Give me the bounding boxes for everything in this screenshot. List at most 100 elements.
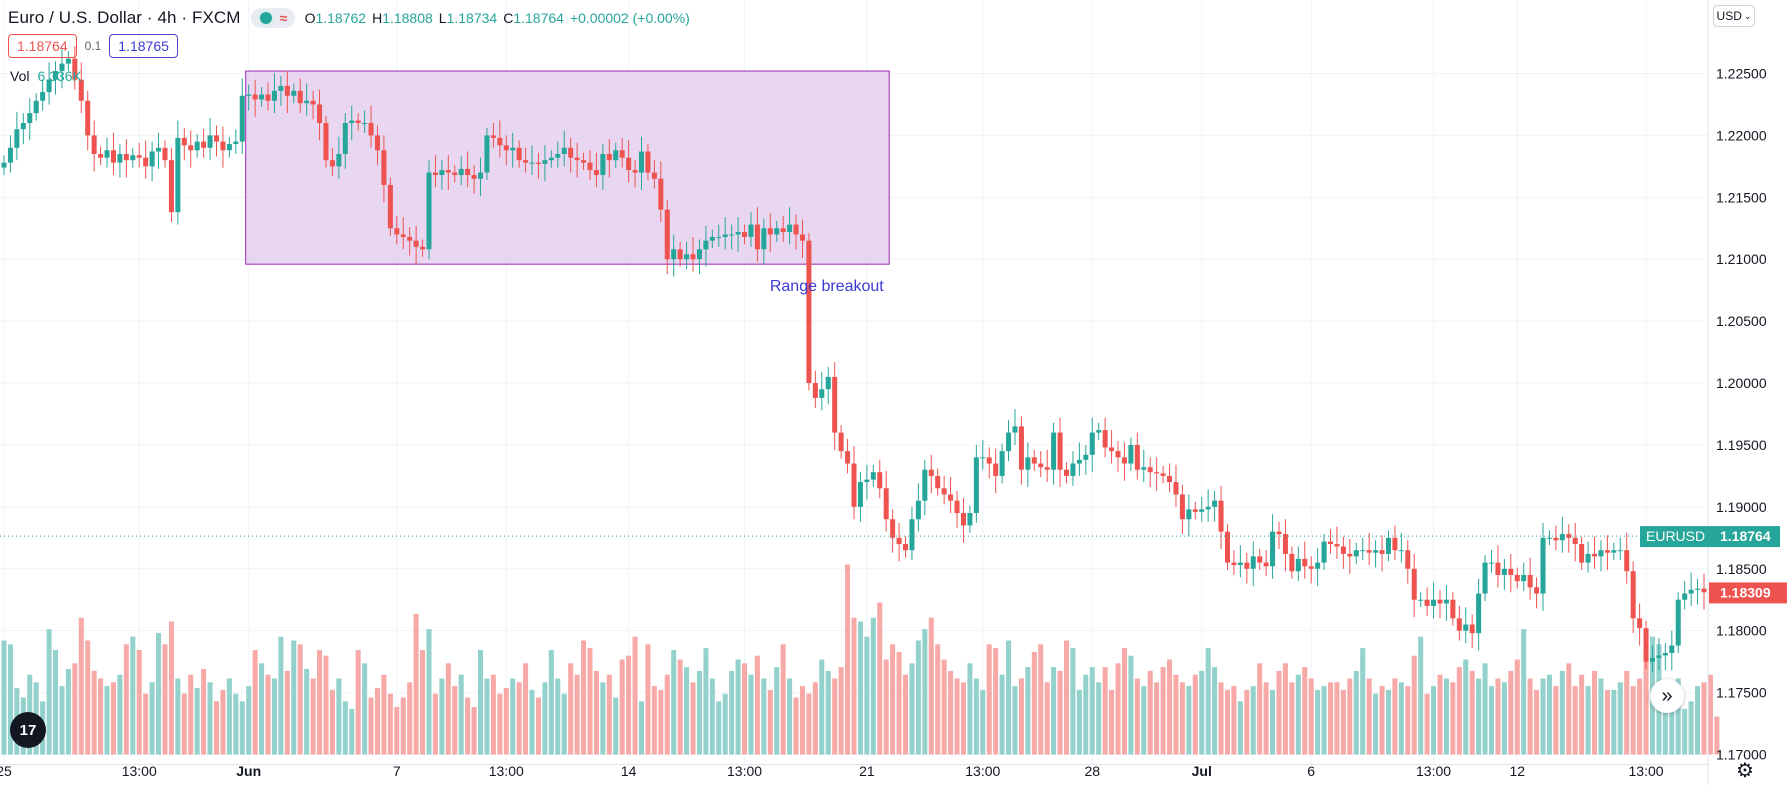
candle-body [1366,550,1372,553]
candle-body [1250,556,1256,569]
volume-bar [812,682,818,755]
candle-body [349,120,355,124]
candle-body [1424,599,1430,606]
candle-body [220,141,226,151]
candle-body [523,160,529,163]
volume-bar [265,674,271,755]
volume-bar [349,708,355,755]
candle-body [1669,645,1675,653]
candle-body [1282,534,1288,554]
candle-body [1501,568,1507,575]
volume-bar [1063,640,1070,755]
candle-body [999,451,1005,476]
volume-bar [1572,686,1578,755]
volume-bar [948,670,954,755]
scroll-to-realtime-button[interactable]: » [1650,679,1684,713]
volume-bar [1624,670,1630,755]
candle-body [1682,593,1688,600]
volume-bar [754,655,760,755]
candle-body [130,155,136,161]
volume-bar [1424,693,1430,755]
currency-button[interactable]: USD ⌄ [1713,5,1755,27]
candle-body [1179,494,1185,520]
candle-body [535,162,541,164]
volume-bar [1553,686,1559,755]
candle-body [27,113,33,124]
candle-body [1398,550,1404,552]
price-tick-label: 1.22000 [1716,127,1767,143]
candle-body [201,141,207,148]
candle-body [877,472,883,489]
candle-body [162,147,168,161]
candle-body [1630,571,1636,619]
time-tick-label: 6 [1307,763,1315,779]
volume-bar [98,678,104,755]
tradingview-logo-icon[interactable]: 17 [10,712,46,748]
time-tick-label: 13:00 [1629,763,1664,779]
candle-body [825,376,831,390]
candle-body [742,231,748,237]
volume-legend: Vol 6.336K [10,68,82,84]
candle-body [1340,546,1346,554]
candle-body [149,151,155,167]
candle-body [973,457,979,514]
symbol-price-tag [1640,526,1780,548]
candle-body [1688,589,1694,594]
volume-bar [252,650,258,755]
gear-icon[interactable]: ⚙ [1736,760,1754,782]
candle-body [626,157,632,171]
sell-button[interactable]: 1.18764 [8,34,77,58]
volume-bar [1244,689,1250,755]
candle-body [1418,599,1424,601]
candle-body [1186,509,1192,520]
time-tick-label: 13:00 [489,763,524,779]
volume-bar [638,701,645,755]
volume-bar [658,689,664,755]
volume-bar [1295,674,1301,755]
symbol-legend: Euro / U.S. Dollar · 4h · FXCM ≈ O1.1876… [8,6,690,30]
candle-body [1514,574,1520,582]
candle-body [1334,544,1340,547]
time-tick-label: 13:00 [122,763,157,779]
market-status-toggle[interactable]: ≈ [250,8,295,28]
volume-bar [1579,674,1585,755]
candle-body [471,175,477,179]
time-tick-label: 12 [1509,763,1525,779]
volume-bar [1488,686,1495,755]
candle-body [72,58,78,80]
candle-body [239,95,245,142]
volume-bar [890,644,896,755]
volume-bar [1675,678,1681,755]
candle-body [948,494,954,501]
volume-bar [1167,659,1173,755]
volume-bar [1328,682,1334,755]
candle-body [1308,566,1314,569]
candle-body [1617,550,1623,552]
volume-bar [703,648,709,755]
volume-bar [729,670,735,755]
volume-bar [767,689,773,755]
volume-bar [426,629,432,755]
symbol-title[interactable]: Euro / U.S. Dollar · 4h · FXCM [8,8,241,27]
volume-bar [1263,682,1269,755]
high-label: H [372,10,383,26]
volume-bar [696,670,702,755]
volume-bar [304,669,310,755]
volume-bar [915,640,921,755]
candle-body [1244,562,1250,569]
volume-bar [568,663,574,755]
candle-body [568,147,574,158]
buy-button[interactable]: 1.18765 [109,34,178,58]
time-tick-label: 13:00 [965,763,1000,779]
volume-value: 6.336K [37,68,82,84]
volume-label[interactable]: Vol [10,68,30,84]
candle-body [207,135,213,148]
volume-bar [284,670,290,755]
candle-body [252,94,258,100]
candle-body [387,184,393,229]
volume-bar [748,674,754,755]
candle-body [413,240,419,247]
candle-body [696,249,702,260]
